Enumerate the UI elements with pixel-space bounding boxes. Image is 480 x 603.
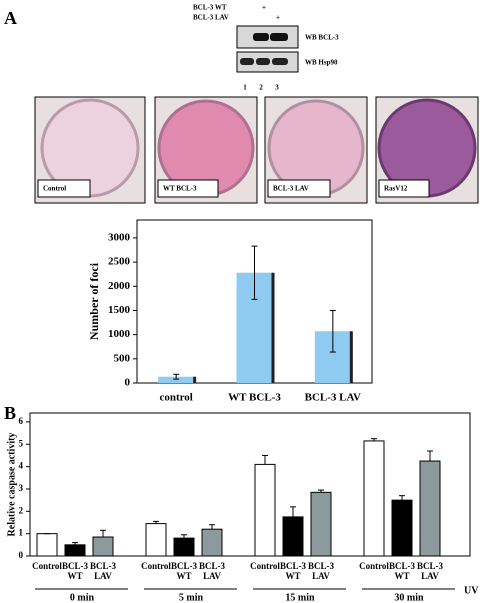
lane-label: 1	[243, 84, 247, 92]
plate-label: RasV12	[384, 185, 408, 193]
bar-label: Control	[141, 561, 171, 571]
plate: Control	[34, 96, 146, 204]
y-tick-label: 6	[19, 416, 24, 426]
plate-label: BCL-3 LAV	[273, 185, 309, 193]
bar-shadow	[271, 272, 275, 383]
band	[272, 58, 288, 65]
x-tick-label: WT BCL-3	[228, 392, 281, 404]
x-tick-label: 5 min	[179, 592, 204, 603]
y-tick-label: 3	[19, 483, 24, 493]
lane-label: 3	[275, 84, 279, 92]
blot-row-mark: +	[262, 4, 266, 12]
bar	[64, 544, 86, 557]
bar	[201, 528, 223, 557]
bar	[36, 533, 58, 557]
y-tick-label: 0	[19, 550, 24, 560]
bar-shadow	[349, 331, 353, 383]
y-tick-label: 3000	[108, 231, 131, 243]
panel-label: A	[4, 8, 17, 28]
bar	[145, 523, 167, 557]
y-tick-label: 500	[114, 352, 131, 364]
bar-label: BCL-3 WT	[389, 561, 416, 581]
plate: WT BCL-3	[154, 96, 258, 204]
plate: RasV12	[375, 96, 479, 204]
bar	[158, 376, 195, 383]
bar-label: BCL-3 WT	[62, 561, 89, 581]
panel-label: B	[4, 403, 16, 423]
bar-label: Control	[32, 561, 62, 571]
x-tick-label: 15 min	[285, 592, 315, 603]
y-tick-label: 2	[19, 505, 24, 515]
blot-label: WB BCL-3	[305, 34, 339, 42]
y-tick-label: 2500	[108, 256, 131, 268]
bar	[363, 440, 385, 557]
bar	[391, 499, 413, 557]
blot-row-label: BCL-3 LAV	[193, 14, 229, 22]
band	[253, 33, 269, 41]
bar	[419, 460, 441, 557]
bar-label: Control	[359, 561, 389, 571]
bar	[254, 463, 276, 557]
plate-label: WT BCL-3	[163, 185, 197, 193]
y-tick-label: 0	[125, 377, 131, 389]
plate-label: Control	[43, 185, 66, 193]
blot-label: WB Hsp90	[305, 59, 338, 67]
bar-label: BCL-3 WT	[171, 561, 198, 581]
bar	[282, 516, 304, 557]
bar-label: Control	[250, 561, 280, 571]
y-tick-label: 2000	[108, 280, 131, 292]
blot-row-label: BCL-3 WT	[193, 4, 227, 12]
band	[240, 58, 254, 65]
y-tick-label: 1500	[108, 304, 131, 316]
band	[256, 58, 270, 65]
plot-frame	[29, 412, 471, 557]
y-tick-label: 1	[19, 528, 24, 538]
y-tick-label: 4	[19, 461, 24, 471]
band	[270, 33, 288, 41]
x-tick-label: 0 min	[70, 592, 95, 603]
bar	[173, 537, 195, 557]
x-tick-label: control	[159, 392, 192, 404]
x-tick-label: 30 min	[394, 592, 424, 603]
bar-label: BCL-3 LAV	[199, 561, 226, 581]
blot-row-mark: +	[276, 14, 280, 22]
plate: BCL-3 LAV	[264, 96, 368, 204]
x-tick-label: BCL-3 LAV	[305, 392, 361, 404]
bar	[310, 491, 332, 557]
bar	[92, 536, 114, 557]
y-tick-label: 1000	[108, 328, 131, 340]
bar-label: BCL-3 LAV	[417, 561, 444, 581]
bar-label: BCL-3 LAV	[90, 561, 117, 581]
y-tick-label: 5	[19, 438, 24, 448]
y-axis-label: Relative caspase activity	[6, 433, 17, 537]
x-axis-label: UV	[464, 585, 479, 596]
bar-label: BCL-3 WT	[280, 561, 307, 581]
bar-label: BCL-3 LAV	[308, 561, 335, 581]
y-axis-label: Number of foci	[87, 262, 101, 340]
bar-shadow	[193, 376, 197, 383]
lane-label: 2	[259, 84, 263, 92]
